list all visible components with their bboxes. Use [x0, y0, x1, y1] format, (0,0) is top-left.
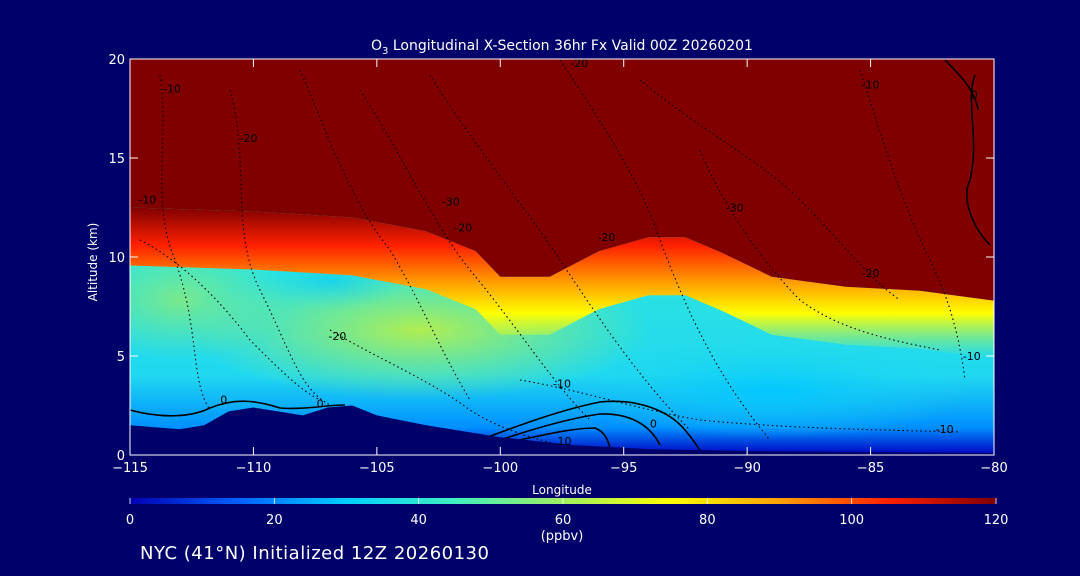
- x-axis: −115 −110 −105 −100 −95 −90 −85 −80: [112, 59, 1008, 476]
- colorbar-tick-label: 80: [699, 513, 716, 528]
- y-axis: 0 5 10 15 20: [108, 53, 994, 464]
- footer-initialization-text: NYC (41°N) Initialized 12Z 20260130: [140, 543, 490, 564]
- east-ozone-blue-region: [570, 340, 970, 440]
- colorbar-tick-label: 120: [984, 513, 1009, 528]
- contour-label: -10: [862, 79, 880, 92]
- colorbar-tick-label: 40: [410, 513, 427, 528]
- contour-line: [519, 379, 961, 433]
- colorbar-unit-label: (ppbv): [541, 529, 584, 544]
- y-tick-label: 15: [108, 152, 125, 167]
- contour-label: -20: [862, 267, 880, 280]
- y-tick-label: 10: [108, 251, 125, 266]
- contour-label: -20: [240, 132, 258, 145]
- contour-label: -20: [454, 221, 472, 234]
- y-tick-label: 20: [108, 53, 125, 68]
- contour-label: 0: [650, 417, 657, 430]
- contour-line: [639, 79, 901, 301]
- contour-label: -20: [597, 231, 615, 244]
- contour-label: -10: [963, 350, 981, 363]
- contour-line: [429, 74, 691, 431]
- contour-line: [499, 413, 661, 446]
- x-tick-label: −80: [980, 461, 1007, 476]
- contour-label: 0: [317, 397, 324, 410]
- contour-labels: -20 -10 -10 0 -20 -10 -30 -20 -20 -30 -20 -20 -10 -10…: [138, 57, 981, 448]
- colorbar-tick-label: 20: [266, 513, 283, 528]
- y-tick-label: 5: [117, 350, 125, 365]
- y-tick-label: 0: [117, 449, 125, 464]
- colorbar-ticks: 0 20 40 60 80 100 120: [126, 498, 1009, 528]
- colorbar-tick-label: 0: [126, 513, 134, 528]
- contour-line: [229, 89, 331, 406]
- x-tick-label: −95: [610, 461, 637, 476]
- contour-label: -10: [553, 378, 571, 391]
- colorbar-tick-label: 60: [555, 513, 572, 528]
- contour-label: -30: [442, 196, 460, 209]
- contour-label: -10: [936, 423, 954, 436]
- x-tick-label: −115: [112, 461, 148, 476]
- terrain-mask: [130, 405, 994, 455]
- plot-area: -20 -10 -10 0 -20 -10 -30 -20 -20 -30 -20 -20 -10 -10…: [130, 57, 994, 455]
- x-tick-label: −100: [482, 461, 518, 476]
- x-axis-title: Longitude: [532, 483, 592, 497]
- contour-line: [479, 400, 703, 455]
- contour-line: [509, 427, 611, 449]
- contour-line: [699, 149, 941, 351]
- x-tick-label: −110: [236, 461, 272, 476]
- contour-line: [359, 89, 591, 421]
- colorbar-tick-label: 100: [839, 513, 864, 528]
- contour-label: 10: [557, 435, 571, 448]
- solid-contour-lines: [130, 59, 991, 455]
- west-ozone-green-region: [130, 240, 290, 360]
- contour-line: [859, 69, 966, 381]
- colorbar: 0 20 40 60 80 100 120 (ppbv): [126, 498, 1009, 544]
- contour-label: 0: [971, 89, 978, 102]
- x-tick-label: −105: [359, 461, 395, 476]
- tropopause-transition-band: [130, 207, 994, 359]
- chart-title: O3 Longitudinal X-Section 36hr Fx Valid …: [371, 38, 753, 57]
- contour-line: [130, 400, 346, 417]
- stratospheric-ozone-region: [130, 59, 994, 301]
- contour-label: -10: [138, 194, 156, 207]
- contour-line: [944, 59, 979, 111]
- x-tick-label: −85: [857, 461, 884, 476]
- x-tick-label: −90: [733, 461, 760, 476]
- y-axis-title: Altitude (km): [86, 223, 100, 302]
- contour-label: -30: [726, 201, 744, 214]
- contour-line: [965, 74, 991, 246]
- contour-label: -10: [163, 83, 181, 96]
- contour-label: -20: [328, 330, 346, 343]
- contour-line: [139, 239, 321, 401]
- contour-label: -20: [570, 57, 588, 70]
- contour-label: 0: [220, 394, 227, 407]
